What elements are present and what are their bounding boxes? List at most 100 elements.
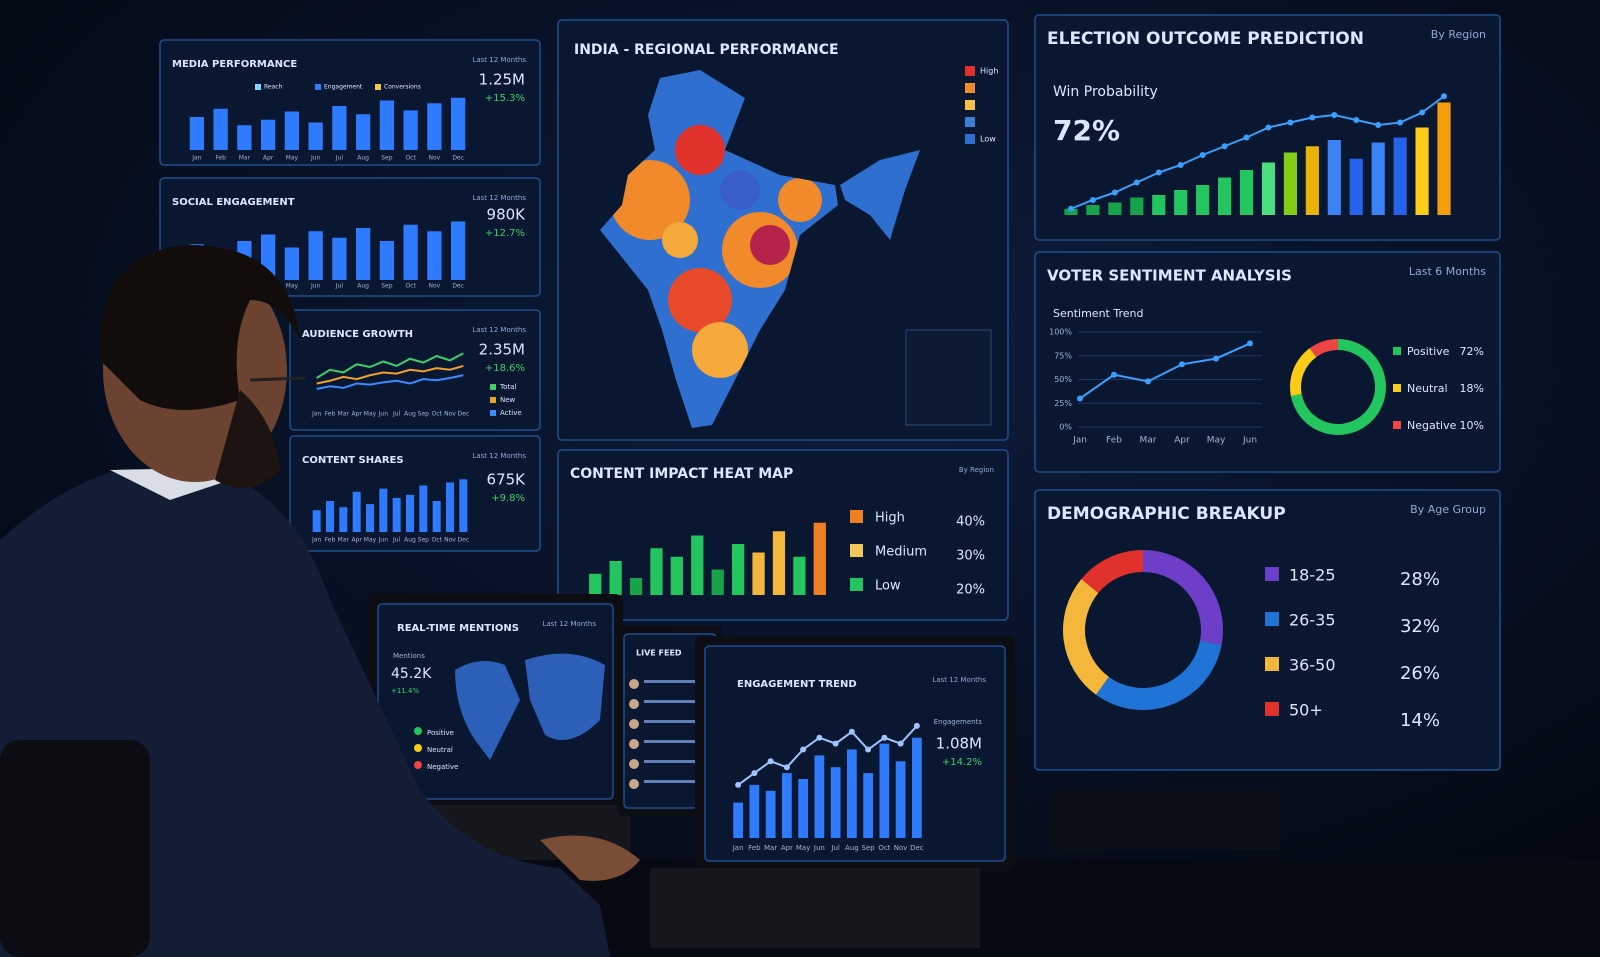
trend-line [1079,342,1251,400]
trend-line [316,374,464,390]
bar [339,507,348,532]
label: Engagements [934,718,983,726]
bar [1305,146,1319,215]
legend-value: 40% [956,515,985,530]
bar [650,548,663,595]
panel [159,39,541,166]
bar [451,97,466,150]
legend-swatch [1265,702,1279,716]
legend-value: 26% [1400,663,1440,684]
panel-subtitle: Last 12 Months [472,326,526,334]
bar [670,556,683,595]
world-map [455,653,605,760]
bar [379,100,394,150]
bar [332,106,347,150]
legend-swatch [375,84,381,90]
x-tick-label: Oct [405,155,416,162]
bar [446,482,454,532]
x-tick-label: Nov [429,283,441,290]
bar [733,802,743,838]
y-tick-label: 25% [1054,399,1072,408]
legend-dot [414,761,422,769]
legend-dot [414,727,422,735]
legend-label: Negative [1407,419,1457,432]
x-tick-label: Apr [1174,436,1190,446]
bar [1152,195,1166,215]
bar [332,237,347,280]
bar [419,485,428,532]
bar [912,737,922,838]
feed-line [644,720,699,723]
point [735,781,742,788]
bar [1196,185,1210,215]
x-tick-label: Apr [781,844,793,852]
x-tick-label: Sep [418,537,430,544]
bar [711,569,724,595]
panel-subtitle: By Region [1431,28,1486,41]
bar [847,749,857,838]
suit [0,468,610,957]
bar [403,224,418,280]
legend-label: 50+ [1289,701,1323,720]
legend-swatch [1393,384,1401,392]
bar [1393,137,1407,215]
point [1077,395,1083,402]
point [1155,169,1162,176]
chart-title: Sentiment Trend [1053,307,1143,320]
bar [814,755,825,838]
stat-change: +14.2% [942,757,982,768]
x-tick-label: Nov [429,155,441,162]
legend-value: 20% [956,583,985,598]
panel-subtitle: By Region [959,466,994,474]
bar [326,501,334,532]
stat-change: +9.8% [491,493,525,504]
legend-label: 26-35 [1289,611,1336,630]
bar [432,501,441,532]
trend-line [1070,95,1445,210]
legend-label: Neutral [1407,382,1448,395]
bar [356,114,371,150]
bar [732,544,745,595]
x-tick-label: Nov [444,537,456,544]
bar [749,784,760,838]
point [832,740,839,747]
feed-line [644,740,699,743]
point [1179,361,1185,368]
legend-dot [414,744,422,752]
x-tick-label: Jun [310,283,321,290]
legend-label: Conversions [384,84,421,91]
bar [284,247,299,280]
bar [1283,152,1297,215]
x-tick-label: Aug [404,411,416,418]
x-tick-label: Mar [764,844,777,852]
legend-swatch [965,117,975,127]
legend-swatch [490,397,496,403]
legend-swatch [1393,421,1401,429]
x-tick-label: Jun [310,155,321,162]
feed-line [644,680,699,683]
map-region [720,170,760,210]
x-tick-label: May [1207,436,1226,446]
chair [0,740,150,957]
bar [459,479,468,532]
bar [366,504,374,532]
x-tick-label: Jun [378,411,389,418]
x-tick-label: Dec [452,283,464,290]
x-tick-label: Nov [444,411,456,418]
legend-swatch [850,510,863,523]
legend-label: Positive [427,729,454,737]
glasses [249,376,306,382]
x-tick-label: Jul [830,844,840,852]
legend-label: 36-50 [1289,656,1336,675]
x-tick-label: Oct [431,411,442,418]
x-tick-label: Jan [311,537,321,544]
bar [589,573,602,595]
bar [237,125,252,150]
x-tick-label: Jun [1242,436,1257,446]
bar [1415,127,1429,215]
bar [895,761,906,838]
y-tick-label: 75% [1054,351,1072,360]
x-tick-label: Oct [878,844,890,852]
bar [1108,202,1122,215]
panel-title: SOCIAL ENGAGEMENT [172,197,295,208]
